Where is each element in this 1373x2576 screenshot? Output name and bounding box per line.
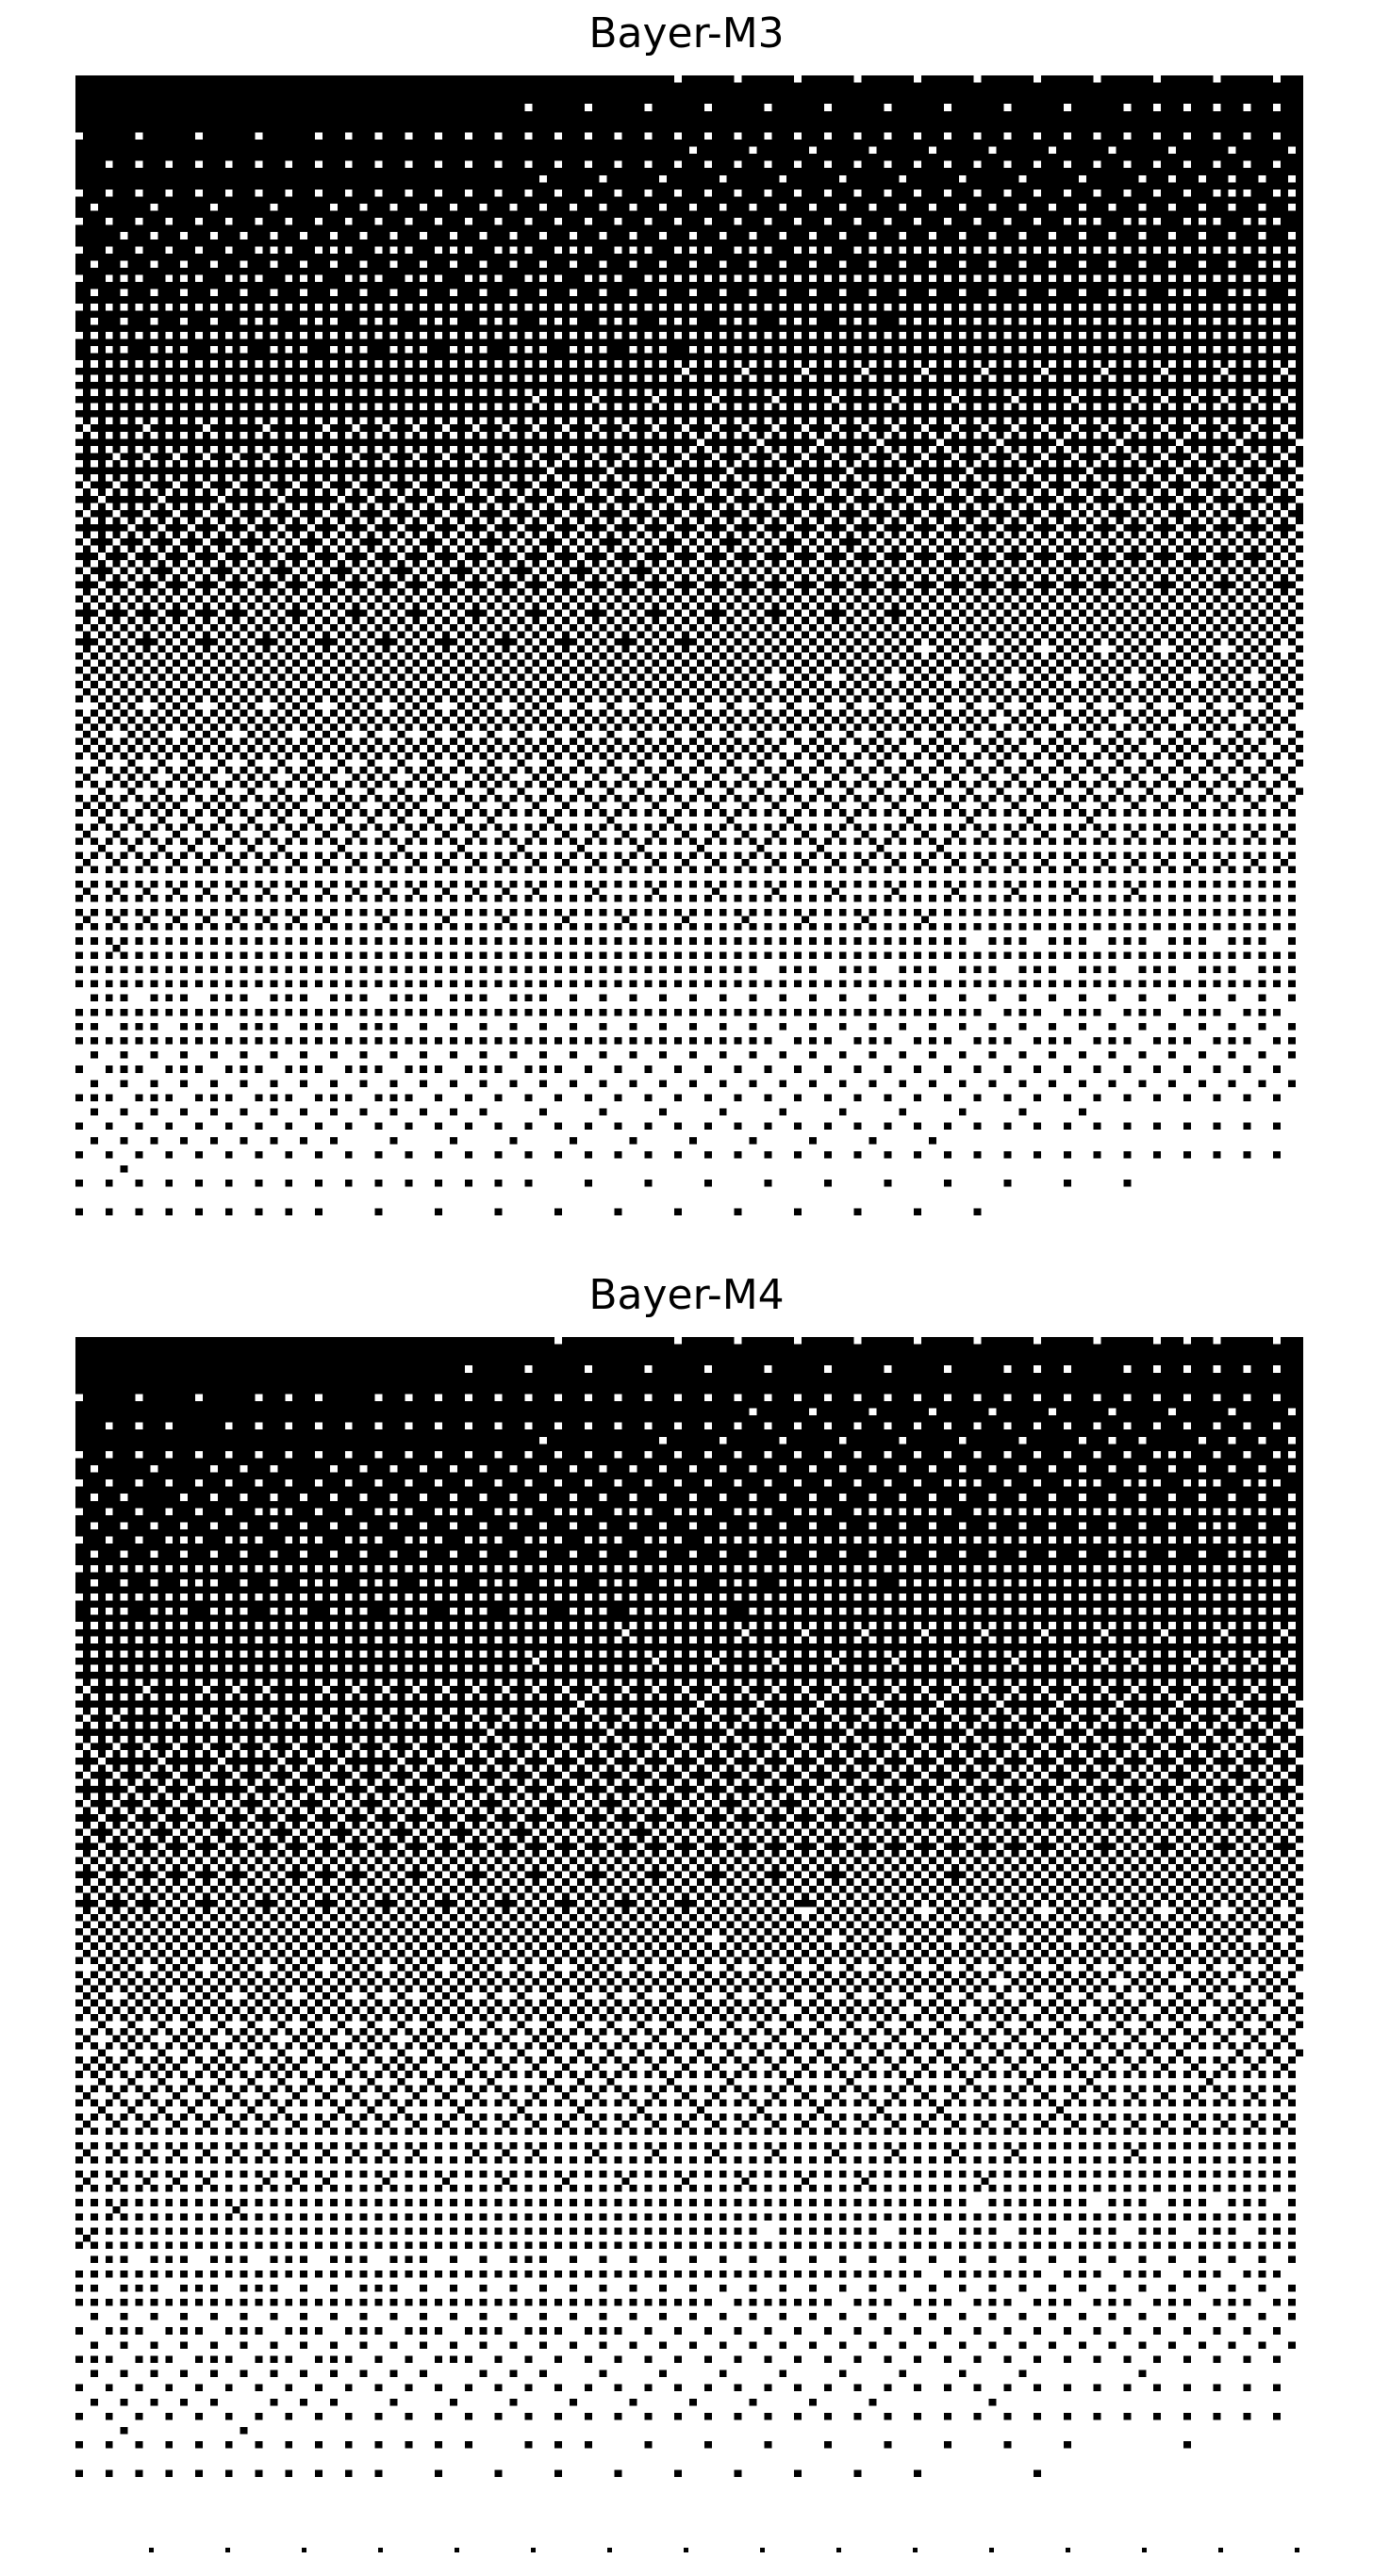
dither-image-bayer-m4 [75,1337,1303,2491]
trailing-dot [684,2548,688,2552]
trailing-dot [1218,2548,1223,2552]
trailing-dot [913,2548,918,2552]
trailing-dot [1142,2548,1147,2552]
trailing-dot [607,2548,612,2552]
trailing-dot [302,2548,306,2552]
trailing-dot [1066,2548,1070,2552]
trailing-dot [225,2548,230,2552]
trailing-dot [531,2548,536,2552]
trailing-dot [836,2548,841,2552]
trailing-dot-row [149,2548,1299,2552]
dither-image-bayer-m3 [75,75,1303,1230]
trailing-dot [455,2548,459,2552]
trailing-dot [1295,2548,1299,2552]
trailing-dot [989,2548,994,2552]
trailing-dot [760,2548,765,2552]
panel-title: Bayer-M3 [588,9,785,58]
trailing-dot [378,2548,383,2552]
trailing-dot [149,2548,154,2552]
panel-title: Bayer-M4 [588,1271,785,1319]
